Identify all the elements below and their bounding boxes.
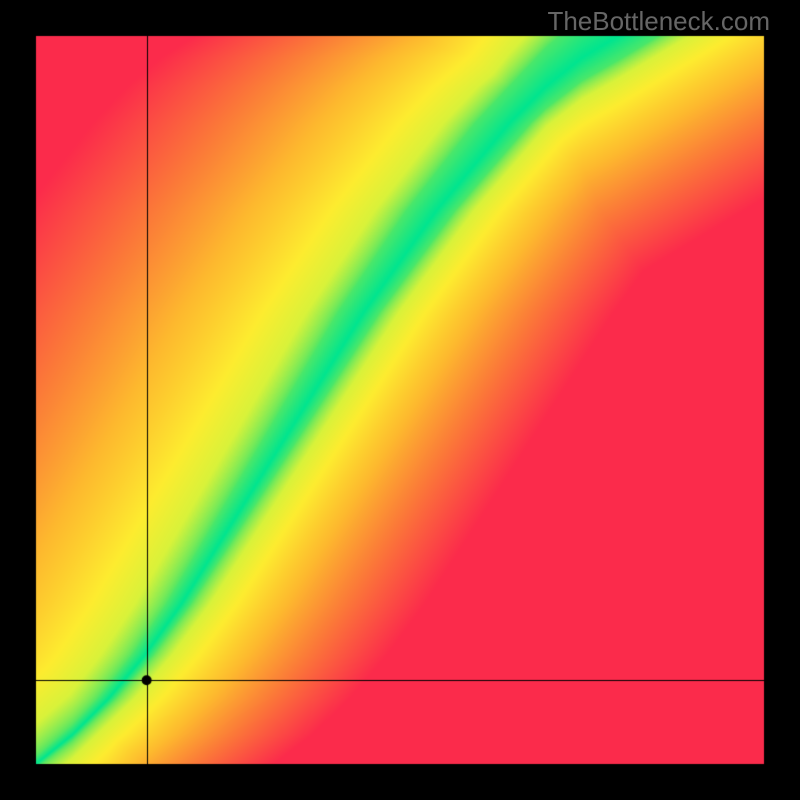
chart-container: TheBottleneck.com: [0, 0, 800, 800]
bottleneck-heatmap: [0, 0, 800, 800]
watermark-text: TheBottleneck.com: [547, 6, 770, 37]
